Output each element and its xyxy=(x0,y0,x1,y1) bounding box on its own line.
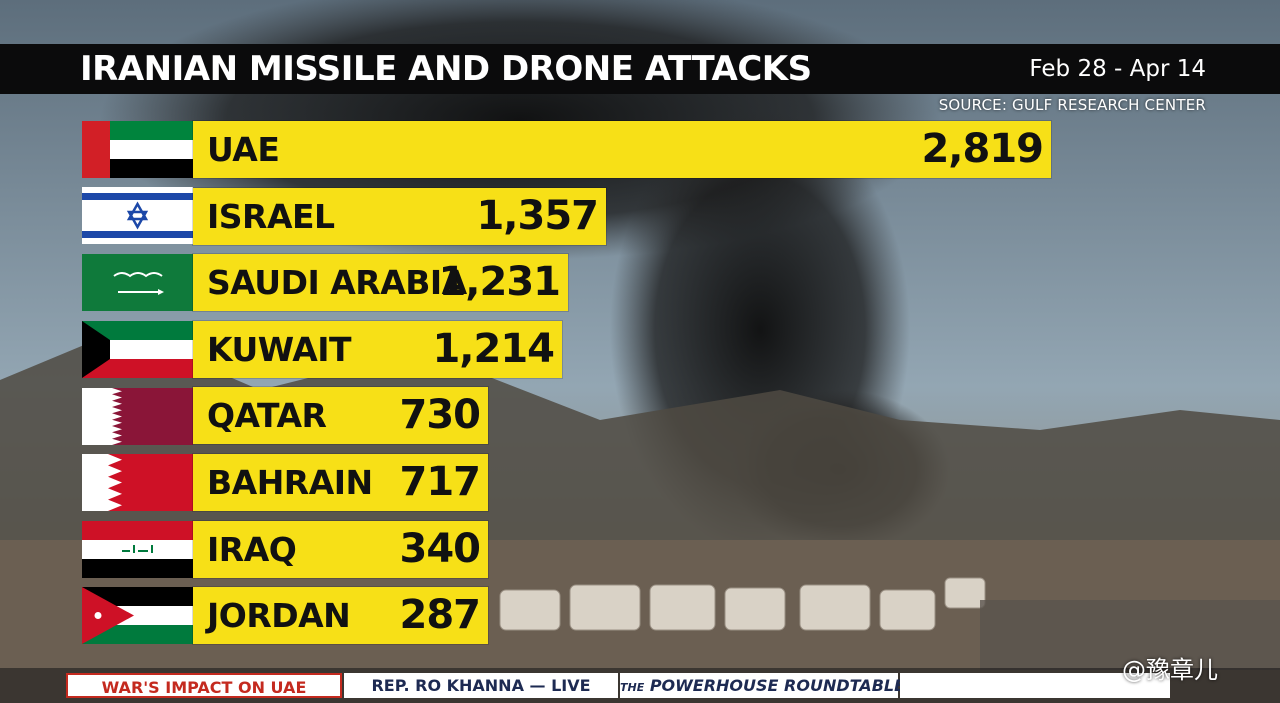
value-label: 1,357 xyxy=(476,193,599,239)
bar-bahrain: BAHRAIN 717 xyxy=(193,454,488,511)
jordan-flag-icon xyxy=(82,587,193,644)
chart-title: IRANIAN MISSILE AND DRONE ATTACKS xyxy=(80,49,812,89)
value-label: 717 xyxy=(399,459,481,505)
ticker-label: POWERHOUSE ROUNDTABLE xyxy=(649,676,906,695)
iraq-flag-icon xyxy=(82,521,193,578)
bar-kuwait: KUWAIT 1,214 xyxy=(193,321,562,378)
country-label: BAHRAIN xyxy=(207,463,373,502)
bar-qatar: QATAR 730 xyxy=(193,387,488,444)
kuwait-flag-icon xyxy=(82,321,193,378)
country-label: ISRAEL xyxy=(207,197,335,236)
israel-flag-icon xyxy=(82,187,193,244)
country-label: JORDAN xyxy=(207,596,351,635)
value-label: 340 xyxy=(399,526,481,572)
value-label: 730 xyxy=(399,392,481,438)
ticker-item-roundtable: THE POWERHOUSE ROUNDTABLE xyxy=(620,673,905,698)
bahrain-flag-icon xyxy=(82,454,193,511)
title-bar xyxy=(0,44,1280,94)
country-label: IRAQ xyxy=(207,530,297,569)
storage-tanks xyxy=(499,577,986,631)
value-label: 2,819 xyxy=(921,126,1044,172)
ticker-item-live-guest: REP. RO KHANNA — LIVE xyxy=(344,673,618,698)
date-range: Feb 28 - Apr 14 xyxy=(1029,56,1206,82)
country-label: SAUDI ARABIA xyxy=(207,263,467,302)
country-label: UAE xyxy=(207,130,280,169)
bar-israel: ISRAEL 1,357 xyxy=(193,188,606,245)
bar-iraq: IRAQ 340 xyxy=(193,521,488,578)
qatar-flag-icon xyxy=(82,388,193,445)
bar-saudi-arabia: SAUDI ARABIA 1,231 xyxy=(193,254,568,311)
value-label: 1,214 xyxy=(432,326,555,372)
watermark: @豫章儿 xyxy=(1122,656,1218,684)
bar-uae: UAE 2,819 xyxy=(193,121,1051,178)
country-label: QATAR xyxy=(207,396,327,435)
saudi-arabia-flag-icon xyxy=(82,254,193,311)
source-credit: SOURCE: GULF RESEARCH CENTER xyxy=(938,96,1206,114)
road xyxy=(980,600,1280,670)
ticker-item-empty xyxy=(900,673,1170,698)
value-label: 287 xyxy=(399,592,481,638)
country-label: KUWAIT xyxy=(207,330,352,369)
bar-jordan: JORDAN 287 xyxy=(193,587,488,644)
value-label: 1,231 xyxy=(438,259,561,305)
ticker-item-war-impact: WAR'S IMPACT ON UAE xyxy=(66,673,342,698)
uae-flag-icon xyxy=(82,121,193,178)
ticker-prefix: THE xyxy=(620,681,645,694)
